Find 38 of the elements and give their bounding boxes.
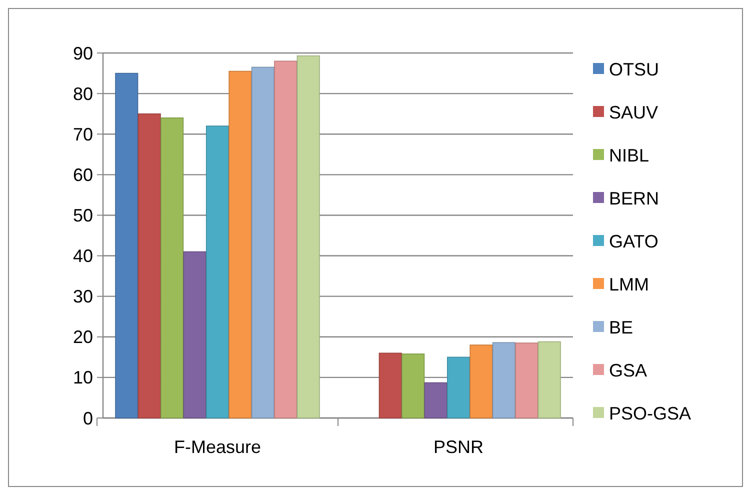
bar	[402, 354, 425, 418]
y-tick-label: 10	[72, 368, 93, 388]
x-tick-label: PSNR	[434, 437, 484, 457]
y-tick-label: 60	[72, 164, 93, 185]
bar	[446, 356, 470, 418]
legend-label: GATO	[609, 231, 658, 252]
bar	[251, 66, 274, 418]
y-tick-label: 50	[72, 206, 93, 226]
bar	[424, 382, 448, 418]
y-tick-label: 30	[72, 286, 93, 307]
legend-label: SAUV	[609, 102, 658, 122]
bar	[206, 126, 230, 418]
y-tick-label: 90	[72, 43, 93, 64]
y-tick-label: 70	[72, 124, 93, 144]
bar	[470, 344, 493, 418]
y-tick-label: 20	[72, 327, 93, 348]
legend-label: OTSU	[609, 59, 660, 80]
legend-label: PSO-GSA	[609, 403, 692, 424]
bar	[274, 60, 298, 418]
bar	[183, 251, 206, 418]
legend-label: NIBL	[609, 145, 650, 166]
legend-label: LMM	[609, 274, 649, 294]
bar	[515, 342, 538, 418]
y-tick-label: 80	[72, 84, 93, 104]
y-tick-label: 40	[72, 246, 93, 266]
legend-label: BE	[609, 317, 634, 338]
y-tick-label: 0	[82, 408, 93, 428]
bar	[115, 72, 138, 418]
legend-label: GSA	[609, 360, 648, 380]
x-tick-label: F-Measure	[174, 437, 262, 457]
bar	[296, 55, 320, 418]
bar	[138, 113, 161, 418]
legend-label: BERN	[609, 188, 660, 208]
bar	[228, 70, 252, 418]
bar	[492, 342, 516, 418]
bar	[160, 117, 184, 418]
bar	[378, 352, 402, 418]
bar	[538, 341, 561, 418]
